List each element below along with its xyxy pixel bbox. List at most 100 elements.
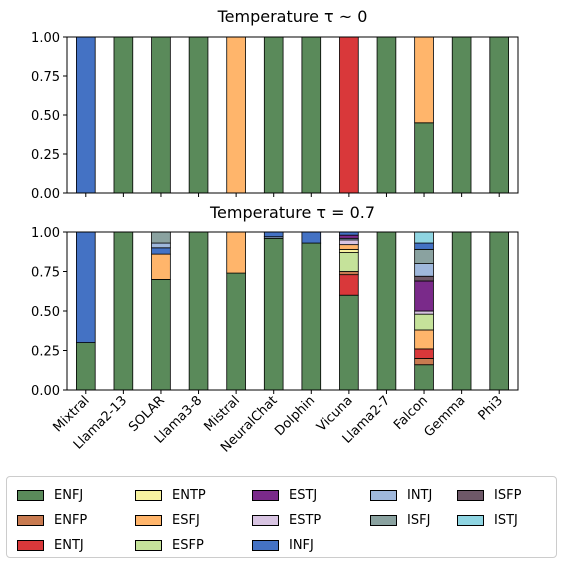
bar-segment-p2-mixtral-infj — [76, 231, 96, 343]
y-tick-label-p1-1: 0.25 — [31, 148, 60, 163]
bar-segment-p2-neuralchat-enfj — [263, 237, 284, 391]
bar-segment-p2-falcon-isfp — [414, 275, 434, 282]
bar-segment-p1-mixtral-infj — [76, 36, 96, 194]
bar-segment-p1-gemma-enfj — [451, 36, 472, 194]
bar-segment-p1-phi3-enfj — [489, 36, 509, 194]
bar-segment-p1-mistral-esfj — [226, 36, 246, 194]
x-tick-label-gemma: Gemma — [422, 393, 469, 440]
bar-segment-p2-falcon-enfp — [414, 357, 434, 366]
legend-label-estj: ESTJ — [289, 487, 318, 503]
bar-segment-p2-dolphin-infj — [301, 231, 322, 244]
bar-segment-p2-vicuna-esfp — [339, 252, 359, 272]
legend-item-infj: INFJ — [252, 535, 314, 555]
bar-segment-p2-phi3-enfj — [489, 231, 509, 391]
bar-segment-p1-dolphin-enfj — [301, 36, 322, 194]
legend-label-enfj: ENFJ — [54, 487, 84, 503]
legend-item-istj: ISTJ — [457, 510, 518, 530]
legend-swatch-enfj — [17, 489, 44, 501]
bar-segment-p1-vicuna-entj — [339, 36, 359, 194]
bar-segment-p2-falcon-esfj — [414, 329, 434, 350]
legend-label-entp: ENTP — [172, 487, 206, 503]
bar-segment-p2-falcon-infj — [414, 242, 434, 250]
x-tick-label-dolphin: Dolphin — [272, 393, 318, 439]
bar-segment-p2-llama2-7-enfj — [376, 231, 397, 391]
legend-label-esfj: ESFJ — [172, 512, 200, 528]
bar-segment-p2-falcon-entj — [414, 348, 434, 359]
legend-item-esfp: ESFP — [135, 535, 204, 555]
bar-segment-p2-gemma-enfj — [451, 231, 472, 391]
bar-segment-p2-vicuna-enfp — [339, 271, 359, 276]
legend-swatch-isfp — [457, 489, 484, 501]
plot-frame-1 — [66, 36, 519, 194]
bar-segment-p2-mistral-enfj — [226, 272, 246, 391]
legend-item-intj: INTJ — [370, 485, 432, 505]
legend-item-isfj: ISFJ — [370, 510, 430, 530]
legend-swatch-estp — [252, 514, 279, 526]
legend: ENFJ ENFP ENTJ ENTP ESFJ ESFP ESTJ ES — [6, 476, 557, 558]
bar-segment-p2-vicuna-estp — [339, 239, 359, 246]
bar-segment-p2-falcon-enfj — [414, 364, 434, 391]
y-tick-label-p2-3: 0.75 — [31, 266, 60, 281]
bar-segment-p2-vicuna-entj — [339, 274, 359, 296]
legend-swatch-esfp — [135, 539, 162, 551]
bar-segment-p2-neuralchat-infj — [263, 231, 284, 238]
legend-swatch-istj — [457, 514, 484, 526]
legend-swatch-infj — [252, 539, 279, 551]
bar-segment-p1-falcon-enfj — [414, 122, 434, 194]
bar-segment-p2-falcon-esfp — [414, 313, 434, 331]
panel-title-2: Temperature τ = 0.7 — [209, 203, 375, 222]
bar-segment-p2-falcon-estp — [414, 310, 434, 315]
legend-label-enfp: ENFP — [54, 512, 88, 528]
legend-label-esfp: ESFP — [172, 537, 204, 553]
bar-segment-p2-dolphin-enfj — [301, 242, 322, 391]
bar-segment-p2-mixtral-enfj — [76, 342, 96, 391]
legend-swatch-esfj — [135, 514, 162, 526]
legend-item-enfp: ENFP — [17, 510, 87, 530]
y-tick-label-p1-2: 0.50 — [31, 109, 60, 124]
legend-label-isfj: ISFJ — [407, 512, 431, 528]
bar-segment-p2-falcon-intj — [414, 263, 434, 277]
y-tick-label-p1-3: 0.75 — [31, 70, 60, 85]
bar-segment-p1-llama2-13-enfj — [113, 36, 134, 194]
legend-item-enfj: ENFJ — [17, 485, 83, 505]
bar-segment-p2-llama3-8-enfj — [188, 231, 209, 391]
legend-label-intj: INTJ — [407, 487, 433, 503]
legend-swatch-entj — [17, 539, 44, 551]
bar-segment-p1-llama2-7-enfj — [376, 36, 397, 194]
bar-segment-p2-solar-infj — [151, 247, 171, 255]
bar-segment-p2-llama2-13-enfj — [113, 231, 134, 391]
bar-segment-p2-solar-isfj — [151, 231, 171, 244]
bar-segment-p2-falcon-istj — [414, 231, 434, 244]
legend-item-esfj: ESFJ — [135, 510, 200, 530]
legend-swatch-isfj — [370, 514, 397, 526]
bar-segment-p2-falcon-estj — [414, 280, 434, 312]
y-tick-label-p2-2: 0.50 — [31, 305, 60, 320]
legend-item-entp: ENTP — [135, 485, 206, 505]
y-tick-label-p1-4: 1.00 — [31, 31, 60, 46]
bar-segment-p2-mistral-esfj — [226, 231, 246, 274]
legend-item-estj: ESTJ — [252, 485, 317, 505]
bar-segment-p2-vicuna-entp — [339, 248, 359, 253]
bar-segment-p1-neuralchat-enfj — [263, 36, 284, 194]
legend-label-infj: INFJ — [289, 537, 314, 553]
legend-item-entj: ENTJ — [17, 535, 84, 555]
legend-label-isfp: ISFP — [494, 487, 522, 503]
bar-segment-p2-solar-esfj — [151, 253, 171, 280]
legend-swatch-estj — [252, 489, 279, 501]
bar-segment-p2-vicuna-esfj — [339, 244, 359, 250]
bar-segment-p2-falcon-isfj — [414, 248, 434, 265]
legend-swatch-entp — [135, 489, 162, 501]
y-tick-label-p2-1: 0.25 — [31, 345, 60, 360]
bar-segment-p2-solar-enfj — [151, 278, 171, 391]
y-tick-label-p2-0: 0.00 — [31, 384, 60, 399]
bar-segment-p1-falcon-esfj — [414, 36, 434, 124]
bar-segment-p2-vicuna-estj — [339, 234, 359, 239]
legend-swatch-intj — [370, 489, 397, 501]
bar-segment-p2-solar-intj — [151, 242, 171, 249]
plot-frame-2 — [66, 231, 519, 391]
stacked-bar-charts: 0.00 0.25 0.50 0.75 1.00 Temperature τ ~ 0 0.0… — [31, 7, 519, 456]
x-tick-label-phi3: Phi3 — [476, 393, 506, 423]
legend-item-estp: ESTP — [252, 510, 321, 530]
legend-label-estp: ESTP — [289, 512, 322, 528]
